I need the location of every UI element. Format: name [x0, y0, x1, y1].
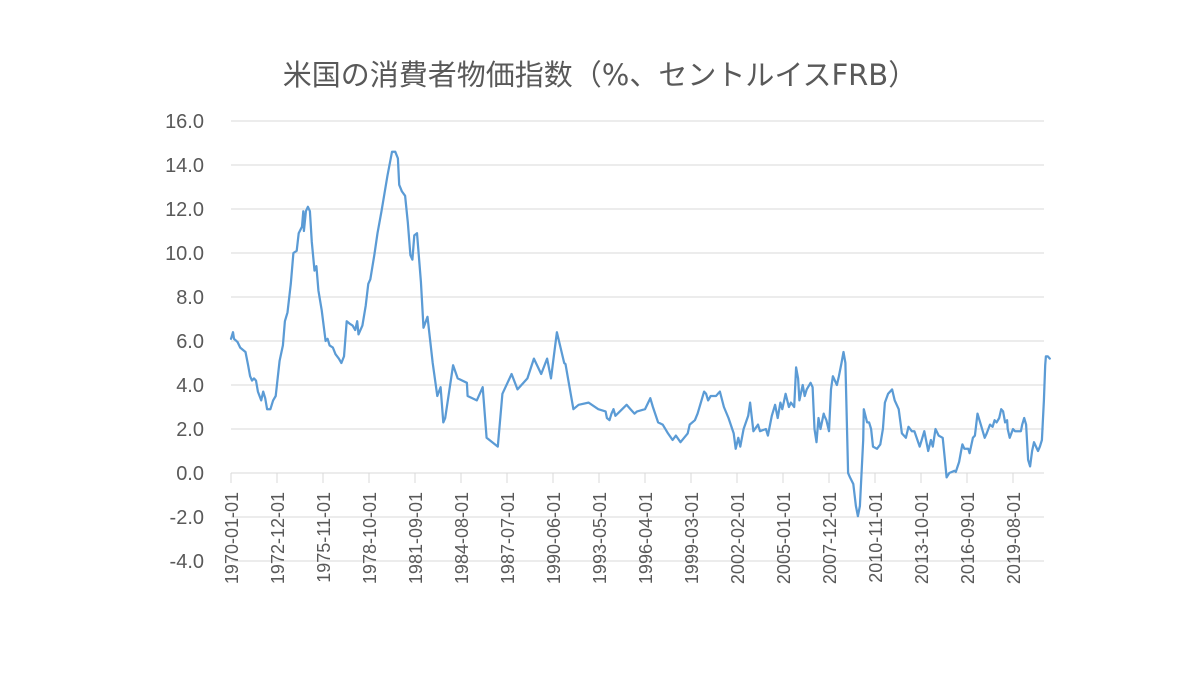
y-tick-label: -2.0	[170, 507, 204, 529]
x-tick-label: 1984-08-01	[452, 492, 472, 584]
y-tick-label: 0.0	[176, 463, 204, 485]
gridlines	[231, 120, 1044, 562]
x-tick-label: 2013-10-01	[912, 492, 932, 584]
x-tick-label: 2016-09-01	[958, 492, 978, 584]
x-tick-label: 1972-12-01	[268, 492, 288, 584]
x-axis-tick-labels: 1970-01-01 1972-12-01 1975-11-01 1978-10-01…	[222, 492, 1024, 584]
x-tick-label: 1990-06-01	[544, 492, 564, 584]
chart-title: 米国の消費者物価指数（%、セントルイスFRB）	[282, 58, 918, 92]
y-tick-label: 12.0	[165, 199, 204, 221]
y-tick-label: 10.0	[165, 243, 204, 265]
x-tick-label: 1978-10-01	[360, 492, 380, 584]
y-tick-label: 8.0	[176, 287, 204, 309]
y-tick-label: 6.0	[176, 331, 204, 353]
y-tick-label: -4.0	[170, 551, 204, 573]
cpi-series-line	[229, 150, 1051, 518]
y-tick-label: 16.0	[165, 111, 204, 133]
y-tick-label: 4.0	[176, 375, 204, 397]
x-tick-label: 1987-07-01	[498, 492, 518, 584]
x-tick-label: 2005-01-01	[774, 492, 794, 584]
x-tick-label: 1996-04-01	[636, 492, 656, 584]
y-tick-label: 14.0	[165, 155, 204, 177]
x-tick-label: 1970-01-01	[222, 492, 242, 584]
x-tick-label: 1999-03-01	[682, 492, 702, 584]
x-tick-label: 2007-12-01	[820, 492, 840, 584]
x-tick-label: 2019-08-01	[1004, 492, 1024, 584]
x-tick-label: 1981-09-01	[406, 492, 426, 584]
x-tick-label: 2010-11-01	[866, 492, 886, 583]
y-axis-tick-labels: 16.0 14.0 12.0 10.0 8.0 6.0 4.0 2.0 0.0 -2.0 -4.0	[165, 111, 204, 573]
y-tick-label: 2.0	[176, 419, 204, 441]
x-tick-label: 2002-02-01	[728, 492, 748, 584]
x-tick-label: 1975-11-01	[314, 492, 334, 583]
x-tick-label: 1993-05-01	[590, 492, 610, 584]
x-axis	[230, 472, 1044, 483]
